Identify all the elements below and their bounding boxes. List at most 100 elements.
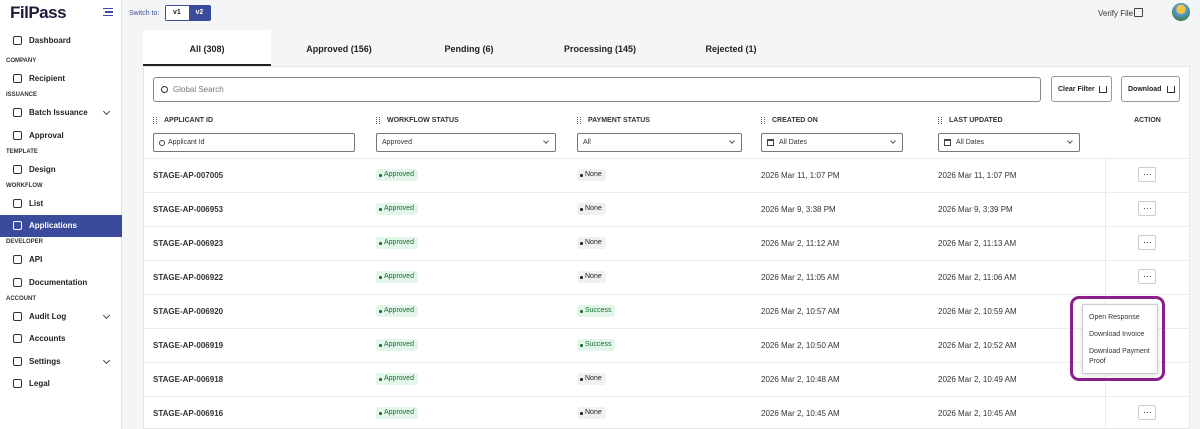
applicant-id: STAGE-AP-007005 <box>153 171 224 180</box>
status-badge: Approved <box>376 203 418 215</box>
status-text: Approved <box>384 273 414 280</box>
avatar[interactable] <box>1172 3 1190 21</box>
status-dot <box>379 378 382 381</box>
status-badge: Success <box>577 305 616 317</box>
drag-handle[interactable] <box>376 117 380 124</box>
menu-toggle[interactable] <box>103 8 113 16</box>
nav-item[interactable]: Approval <box>29 130 64 140</box>
tab-label: All (308) <box>189 44 225 54</box>
nav-item[interactable]: Documentation <box>29 277 88 287</box>
tab[interactable]: Processing (145) <box>535 30 665 66</box>
row-divider <box>143 260 1190 261</box>
action-dot <box>1144 242 1146 244</box>
action-button[interactable] <box>1138 269 1156 284</box>
action-button[interactable] <box>1138 201 1156 216</box>
column-filter[interactable]: All Dates <box>761 133 903 152</box>
button-icon <box>1167 86 1175 93</box>
status-text: Approved <box>384 205 414 212</box>
column-header: PAYMENT STATUS <box>588 117 650 124</box>
tab-label: Processing (145) <box>563 44 637 54</box>
nav-item[interactable]: API <box>29 255 43 264</box>
tab-label: Rejected (1) <box>705 44 757 54</box>
drag-handle[interactable] <box>938 117 942 124</box>
nav-item[interactable]: Applications <box>29 221 78 230</box>
button-label: Clear Filter <box>1058 86 1095 93</box>
drag-handle[interactable] <box>153 117 157 124</box>
drag-handle[interactable] <box>761 117 765 124</box>
toolbar-button[interactable]: Download <box>1121 76 1180 102</box>
highlight-outline <box>1070 296 1165 381</box>
status-text: Success <box>585 307 612 314</box>
tab[interactable]: Rejected (1) <box>667 30 795 66</box>
status-text: Approved <box>384 239 414 246</box>
nav-section: DEVELOPER <box>6 239 44 245</box>
external-icon[interactable] <box>1134 8 1143 17</box>
filter-search-icon <box>159 140 165 146</box>
column-filter[interactable]: Applicant Id <box>153 133 355 152</box>
action-dot <box>1150 276 1152 278</box>
tab-label: Pending (6) <box>444 44 494 54</box>
action-dot <box>1150 242 1152 244</box>
status-text: None <box>585 205 602 212</box>
status-text: None <box>585 273 602 280</box>
action-button[interactable] <box>1138 235 1156 250</box>
tab[interactable]: All (308) <box>143 30 271 66</box>
brand: FilPass <box>10 3 67 22</box>
status-text: None <box>585 239 602 246</box>
toolbar-button[interactable]: Clear Filter <box>1051 76 1112 102</box>
action-button[interactable] <box>1138 405 1156 420</box>
nav-item[interactable]: Dashboard <box>29 36 71 45</box>
row-divider <box>143 396 1190 397</box>
nav-item[interactable]: List <box>29 198 44 208</box>
status-dot <box>580 174 583 177</box>
column-filter[interactable]: Approved <box>376 133 556 152</box>
status-badge: None <box>577 373 606 385</box>
nav-section: TEMPLATE <box>6 148 38 155</box>
last-updated: 2026 Mar 2, 10:59 AM <box>938 307 1017 316</box>
version-button[interactable]: v2 <box>188 6 211 20</box>
nav-item[interactable]: Accounts <box>29 334 66 343</box>
nav-item[interactable]: Settings <box>29 356 61 366</box>
status-dot <box>580 412 583 415</box>
column-filter[interactable]: All <box>577 133 742 152</box>
tab-label: Approved (156) <box>306 44 372 54</box>
menu-item[interactable]: Download Invoice <box>1089 331 1145 338</box>
verify-file[interactable]: Verify File <box>1098 9 1134 18</box>
filter-chevron <box>1067 138 1073 144</box>
menu-item[interactable]: Open Response <box>1089 314 1140 321</box>
action-dot <box>1150 412 1152 414</box>
menu-item[interactable]: Download Payment Proof <box>1089 348 1150 365</box>
action-button[interactable] <box>1138 167 1156 182</box>
nav-icon <box>13 198 22 208</box>
created-on: 2026 Mar 2, 10:45 AM <box>761 409 840 418</box>
status-text: Success <box>585 341 612 348</box>
status-badge: Success <box>577 339 616 351</box>
status-badge: Approved <box>376 237 418 249</box>
status-dot <box>379 412 382 415</box>
row-divider <box>143 328 1190 329</box>
search-icon <box>161 86 168 93</box>
version-button[interactable]: v1 <box>166 6 188 20</box>
nav-item[interactable]: Audit Log <box>29 311 67 321</box>
nav-icon <box>13 130 22 140</box>
tab[interactable]: Approved (156) <box>275 30 403 66</box>
nav-icon <box>13 379 22 388</box>
nav-item[interactable]: Design <box>29 164 56 174</box>
version-label: v1 <box>173 9 181 16</box>
last-updated: 2026 Mar 2, 10:49 AM <box>938 375 1017 384</box>
drag-handle[interactable] <box>577 117 581 124</box>
column-filter[interactable]: All Dates <box>938 133 1080 152</box>
nav-item[interactable]: Batch Issuance <box>29 108 88 117</box>
applicant-id: STAGE-AP-006918 <box>153 375 224 384</box>
status-dot <box>580 344 583 347</box>
nav-item[interactable]: Legal <box>29 379 50 388</box>
status-badge: Approved <box>376 271 418 283</box>
nav-section: WORKFLOW <box>6 182 43 189</box>
search-box[interactable]: Global Search <box>153 77 1041 102</box>
nav-icon <box>13 221 22 230</box>
tab[interactable]: Pending (6) <box>405 30 533 66</box>
nav-item[interactable]: Recipient <box>29 74 66 83</box>
nav-section: ACCOUNT <box>6 295 36 302</box>
action-dot <box>1144 276 1146 278</box>
